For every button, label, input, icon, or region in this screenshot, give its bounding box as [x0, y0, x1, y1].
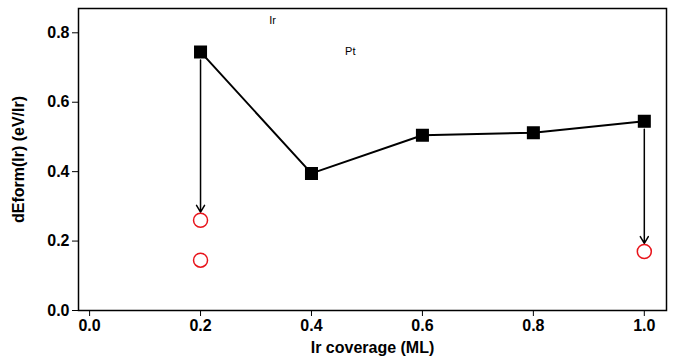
svg-text:1.0: 1.0 [633, 317, 655, 334]
svg-text:0.8: 0.8 [47, 24, 69, 41]
svg-text:0.8: 0.8 [522, 317, 544, 334]
svg-text:Pt: Pt [345, 45, 355, 57]
svg-text:Ir coverage (ML): Ir coverage (ML) [311, 339, 435, 356]
svg-text:Ir: Ir [269, 14, 276, 26]
svg-text:dEform(Ir) (eV/Ir): dEform(Ir) (eV/Ir) [10, 96, 27, 223]
svg-text:0.4: 0.4 [47, 163, 69, 180]
svg-text:0.0: 0.0 [47, 302, 69, 319]
svg-text:0.4: 0.4 [300, 317, 322, 334]
svg-text:0.2: 0.2 [189, 317, 211, 334]
svg-text:0.6: 0.6 [411, 317, 433, 334]
svg-text:0.6: 0.6 [47, 93, 69, 110]
svg-text:0.2: 0.2 [47, 232, 69, 249]
svg-text:0.0: 0.0 [78, 317, 100, 334]
